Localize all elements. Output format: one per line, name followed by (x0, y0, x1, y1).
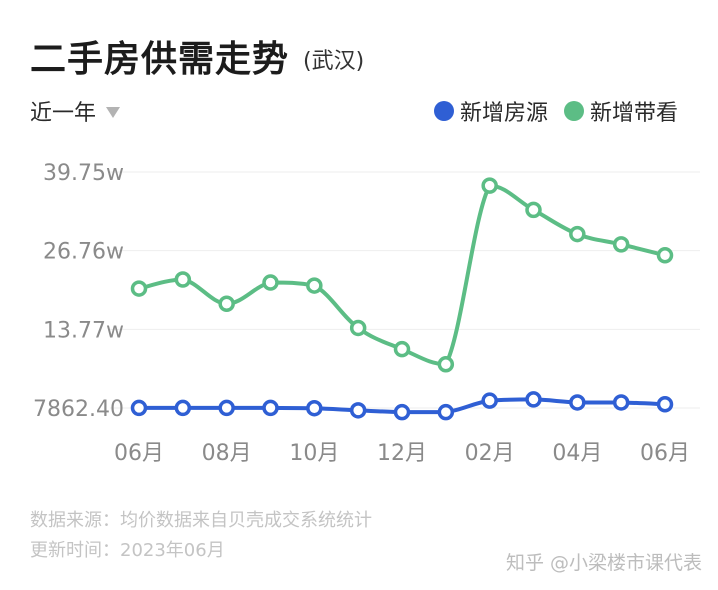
legend-item-listings[interactable]: 新增房源 (433, 95, 548, 127)
listings-data-point (306, 399, 323, 417)
x-tick-label: 02月 (465, 441, 515, 466)
viewings-data-point (262, 274, 279, 291)
listings-data-point (130, 399, 148, 417)
caret-down-icon (106, 106, 121, 118)
viewings-data-point (612, 236, 630, 253)
city-subtitle: (武汉) (303, 49, 365, 74)
data-source-note: 数据来源：均价数据来自贝壳成交系统统计 (30, 510, 372, 531)
time-range-label: 近一年 (30, 101, 97, 126)
viewings-data-point (393, 340, 411, 358)
listings-data-point (393, 403, 411, 421)
green-dot-icon (563, 101, 584, 121)
viewings-data-point (525, 201, 542, 219)
watermark-text: 知乎 @小梁楼市课代表 (505, 552, 702, 574)
viewings-series-line (137, 183, 667, 367)
viewings-data-point (306, 277, 323, 294)
x-tick-label: 08月 (202, 441, 252, 466)
listings-data-point (262, 399, 279, 417)
chart-title: 二手房供需走势 (30, 39, 290, 80)
x-tick-label: 12月 (377, 441, 427, 466)
viewings-data-point (174, 271, 192, 288)
legend-label-viewings: 新增带看 (589, 101, 678, 126)
listings-data-point (525, 391, 542, 408)
chart-legend: 新增房源 新增带看 (433, 95, 678, 127)
listings-data-point (349, 402, 367, 419)
time-range-dropdown[interactable]: 近一年 (30, 96, 121, 126)
viewings-data-point (481, 177, 498, 194)
listings-data-point (437, 403, 455, 421)
viewings-data-point (656, 247, 674, 264)
x-tick-label: 06月 (640, 441, 690, 466)
viewings-data-point (130, 280, 148, 297)
update-time-note: 更新时间：2023年06月 (30, 540, 225, 561)
x-tick-label: 04月 (552, 441, 602, 466)
viewings-data-point (349, 319, 367, 337)
legend-label-listings: 新增房源 (459, 101, 548, 126)
blue-dot-icon (433, 101, 454, 121)
viewings-data-point (569, 225, 586, 243)
viewings-data-point (437, 356, 455, 373)
listings-data-point (481, 392, 498, 409)
viewings-data-point (218, 295, 235, 312)
y-tick-label: 26.76w (43, 240, 124, 265)
listings-data-point (656, 396, 674, 413)
y-tick-label: 7862.40 (33, 397, 124, 422)
listings-data-point (218, 399, 235, 417)
x-tick-label: 10月 (289, 441, 339, 466)
listings-data-point (612, 394, 630, 411)
listings-data-point (174, 399, 192, 417)
y-tick-label: 39.75w (43, 161, 124, 186)
listings-data-point (569, 394, 586, 411)
legend-item-viewings[interactable]: 新增带看 (563, 95, 678, 127)
x-tick-label: 06月 (114, 441, 164, 466)
y-tick-label: 13.77w (43, 318, 124, 343)
line-chart: 39.75w 26.76w 13.77w 7862.40 06月 08月 10月 12月 02月… (33, 161, 700, 466)
